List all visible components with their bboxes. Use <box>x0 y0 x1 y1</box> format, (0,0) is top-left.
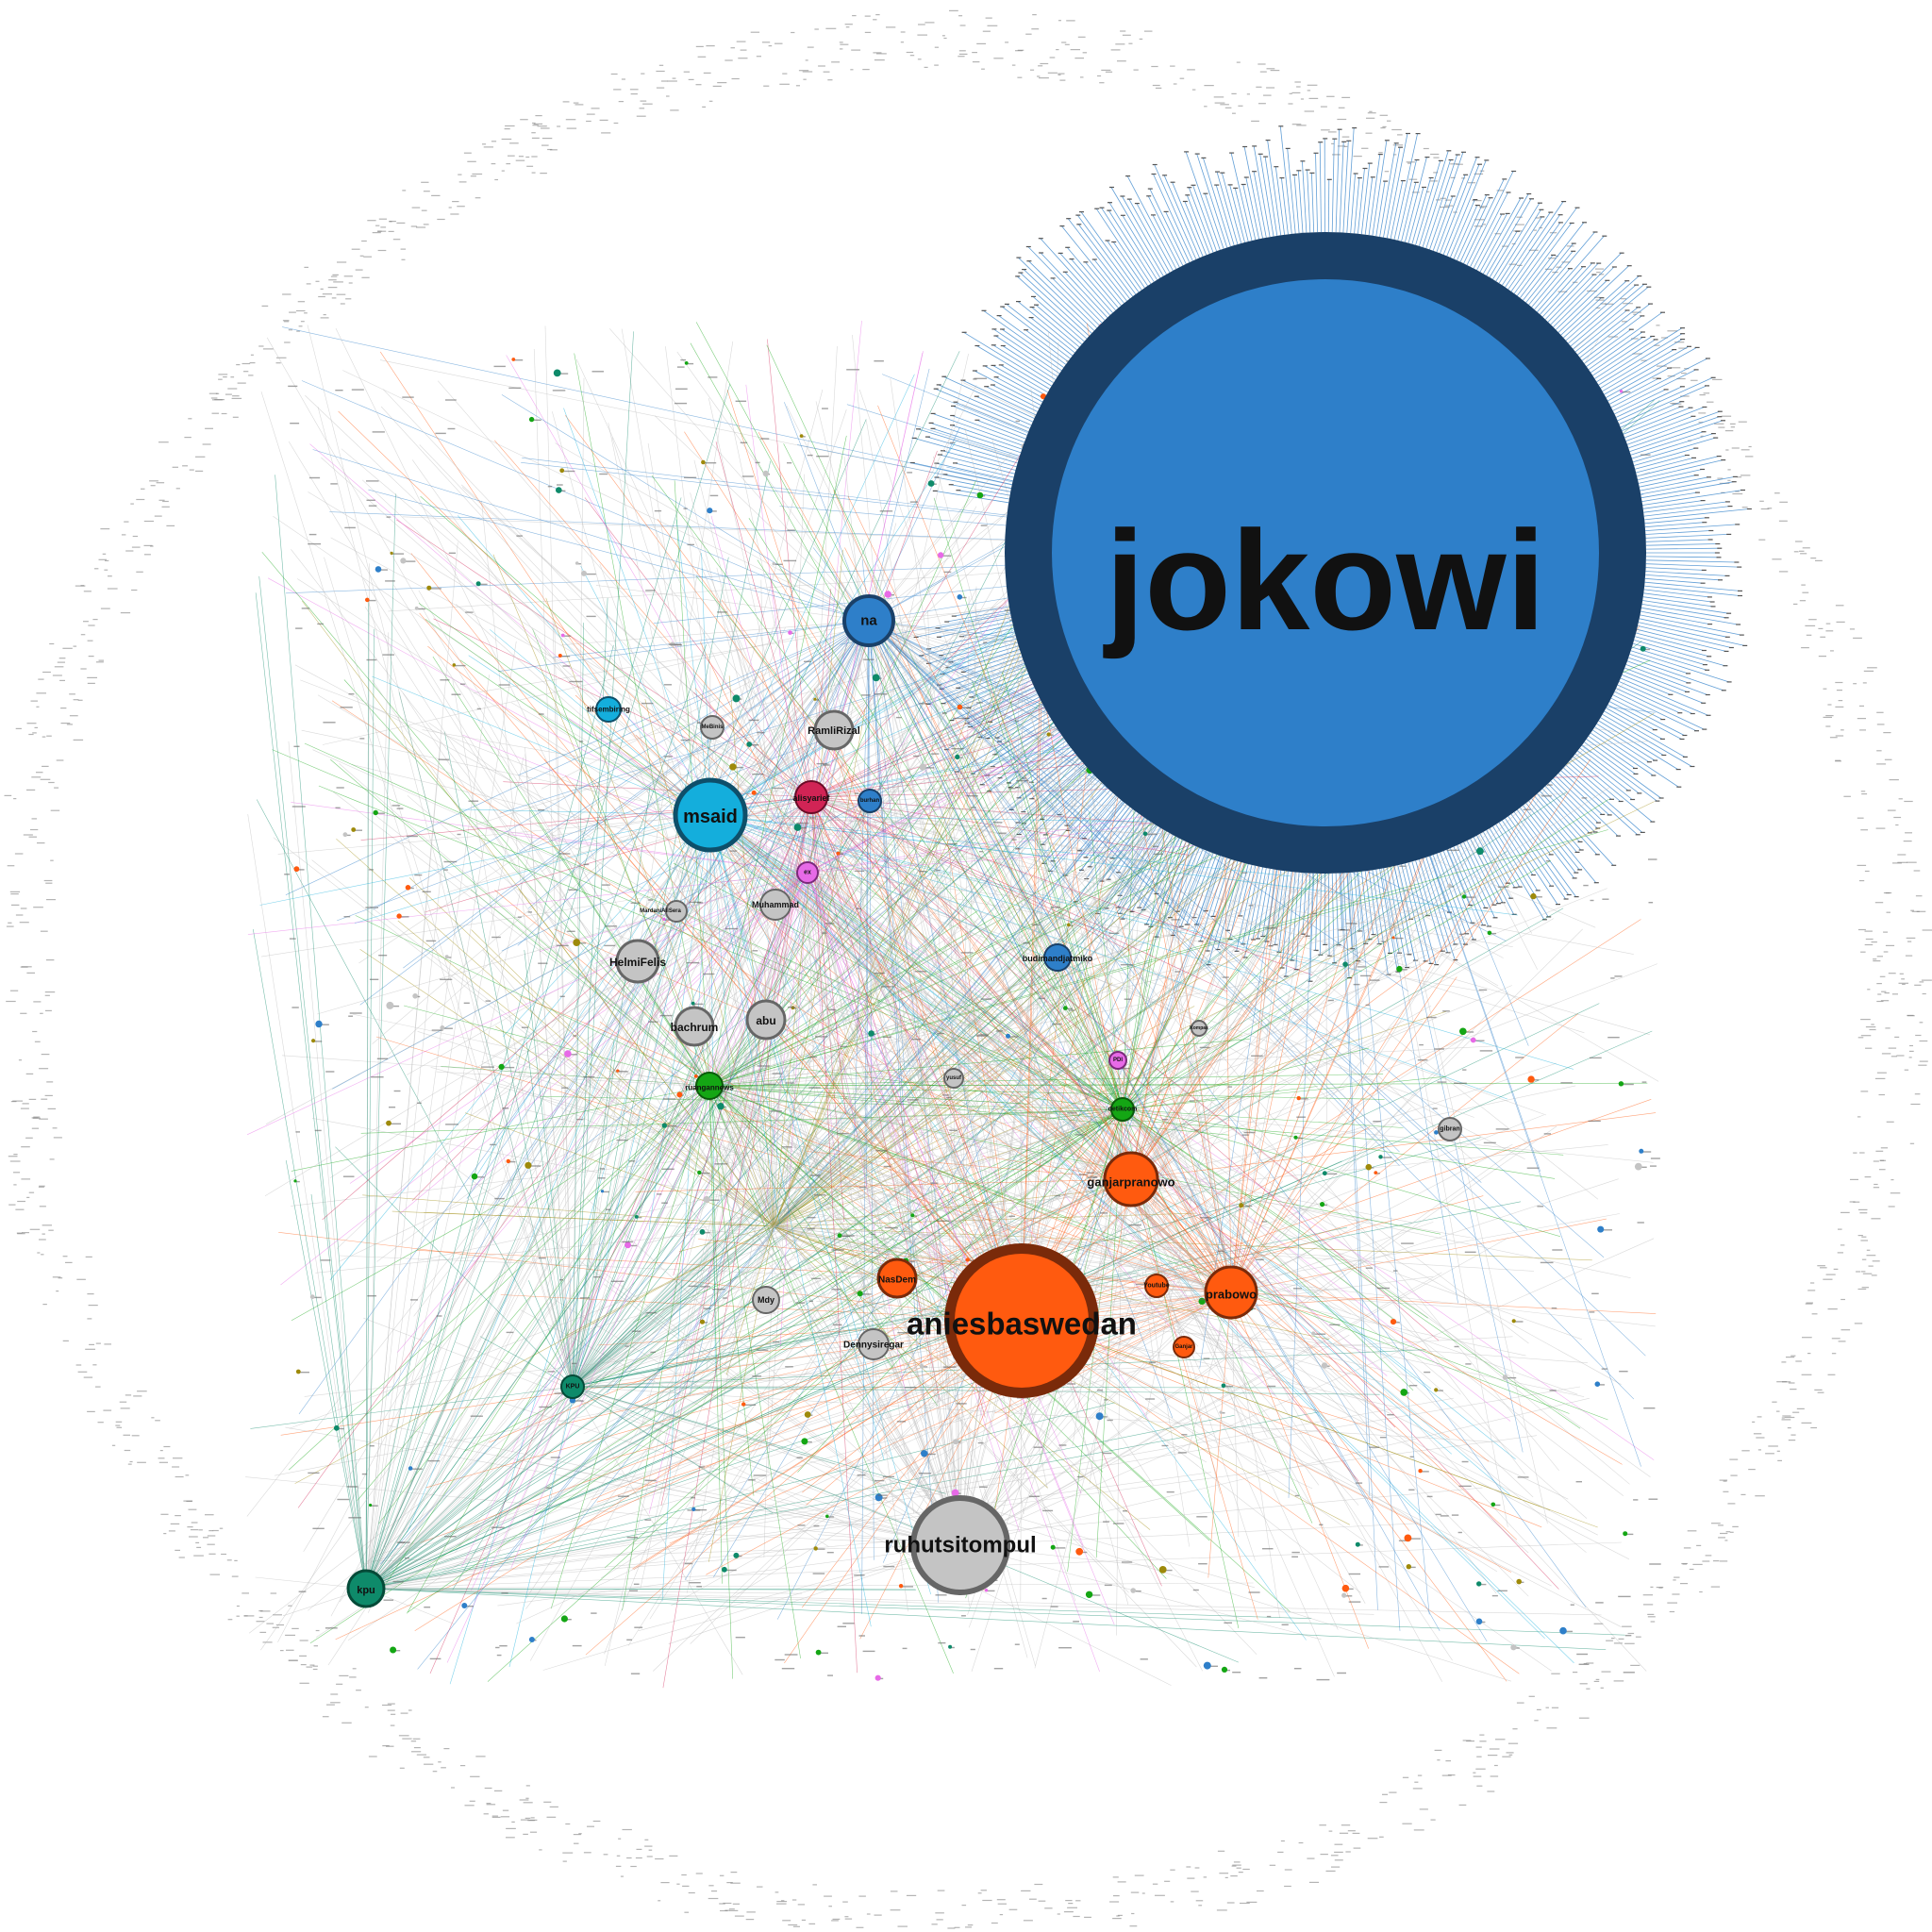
node-label-helmifelis: HelmiFelis <box>609 956 666 969</box>
node-helmifelis[interactable]: HelmiFelis <box>609 939 666 984</box>
node-label-na: na <box>860 613 877 629</box>
node-label-ramlirizal: RamliRizal <box>808 725 860 737</box>
node-label-budimandjatmiko: budimandjatmiko <box>1023 954 1093 963</box>
node-msaid[interactable]: msaid <box>673 777 748 853</box>
node-ex[interactable]: ex <box>796 861 819 884</box>
node-na[interactable]: na <box>842 594 895 647</box>
node-label-kompas: Kompas <box>1190 1025 1208 1031</box>
node-aniesbaswedan[interactable]: aniesbaswedan <box>907 1243 1137 1398</box>
node-bachrum[interactable]: bachrum <box>671 1006 719 1047</box>
node-label-mdy: Mdy <box>758 1295 774 1305</box>
node-kompas[interactable]: Kompas <box>1190 1020 1208 1037</box>
node-label-msaid: msaid <box>683 807 738 827</box>
node-label-yusuf: yusuf <box>946 1075 962 1081</box>
node-youtube[interactable]: Youtube <box>1143 1274 1170 1298</box>
node-kpu-upper[interactable]: KPU <box>560 1374 585 1399</box>
node-mdy[interactable]: Mdy <box>752 1286 780 1314</box>
node-label-youtube: Youtube <box>1143 1283 1170 1290</box>
node-ganjar[interactable]: Ganjar <box>1173 1336 1195 1358</box>
node-kpu[interactable]: kpu <box>346 1569 386 1608</box>
node-label-ruangannews: ruangannews <box>685 1084 734 1092</box>
node-ganjarpranowo[interactable]: ganjarpranowo <box>1087 1151 1175 1208</box>
node-jokowi[interactable]: jokowi <box>1005 232 1646 874</box>
node-label-ex: ex <box>804 870 811 876</box>
node-pdi[interactable]: PDI <box>1108 1051 1127 1070</box>
node-dennysiregar[interactable]: Dennysiregar <box>843 1328 904 1360</box>
node-label-mardani: MardaniAliSera <box>640 908 681 914</box>
node-label-nasdem: NasDem <box>878 1275 916 1286</box>
node-ruhutsitompul[interactable]: ruhutsitompul <box>884 1495 1037 1595</box>
node-label-detikcom: detikcom <box>1108 1107 1138 1113</box>
node-label-gibran: gibran <box>1440 1126 1459 1133</box>
outer-node-ring <box>4 9 1932 1929</box>
node-detikcom[interactable]: detikcom <box>1108 1097 1138 1122</box>
node-label-ganjarpranowo: ganjarpranowo <box>1087 1175 1174 1190</box>
node-label-bachrum: bachrum <box>671 1021 719 1034</box>
node-label-alisyarief: alisyarief <box>792 793 830 803</box>
node-label-abu: abu <box>756 1014 775 1027</box>
node-label-muhammad: Muhammad <box>752 900 799 909</box>
node-abu[interactable]: abu <box>745 999 787 1041</box>
node-label-dennysiregar: Dennysiregar <box>843 1341 904 1351</box>
node-label-pdi: PDI <box>1113 1058 1123 1063</box>
node-label-kpu: kpu <box>357 1585 375 1596</box>
node-muhammad[interactable]: Muhammad <box>752 889 799 921</box>
node-label-kpu-upper: KPU <box>566 1384 580 1391</box>
node-ruangannews[interactable]: ruangannews <box>685 1072 734 1100</box>
node-yusuf[interactable]: yusuf <box>943 1068 964 1089</box>
node-nasdem[interactable]: NasDem <box>876 1257 918 1299</box>
node-mebinis[interactable]: MeBinis <box>700 715 724 740</box>
node-label-mebinis: MeBinis <box>701 724 724 730</box>
node-tifsembiring[interactable]: tifsembiring <box>587 696 630 723</box>
node-ramlirizal[interactable]: RamliRizal <box>808 709 860 751</box>
node-alisyarief[interactable]: alisyarief <box>792 780 831 814</box>
node-budimandjatmiko[interactable]: budimandjatmiko <box>1023 943 1093 972</box>
node-label-tifsembiring: tifsembiring <box>587 706 630 714</box>
node-label-prabowo: prabowo <box>1206 1288 1257 1302</box>
node-label-ruhutsitompul: ruhutsitompul <box>884 1533 1036 1558</box>
node-mardani[interactable]: MardaniAliSera <box>640 900 688 923</box>
node-burhan[interactable]: burhan <box>858 789 882 813</box>
node-label-jokowi: jokowi <box>1103 501 1546 659</box>
node-label-ganjar: Ganjar <box>1174 1344 1193 1350</box>
node-label-aniesbaswedan: aniesbaswedan <box>907 1307 1137 1341</box>
node-prabowo[interactable]: prabowo <box>1204 1265 1258 1320</box>
node-gibran[interactable]: gibran <box>1438 1117 1462 1141</box>
node-label-burhan: burhan <box>860 798 880 804</box>
